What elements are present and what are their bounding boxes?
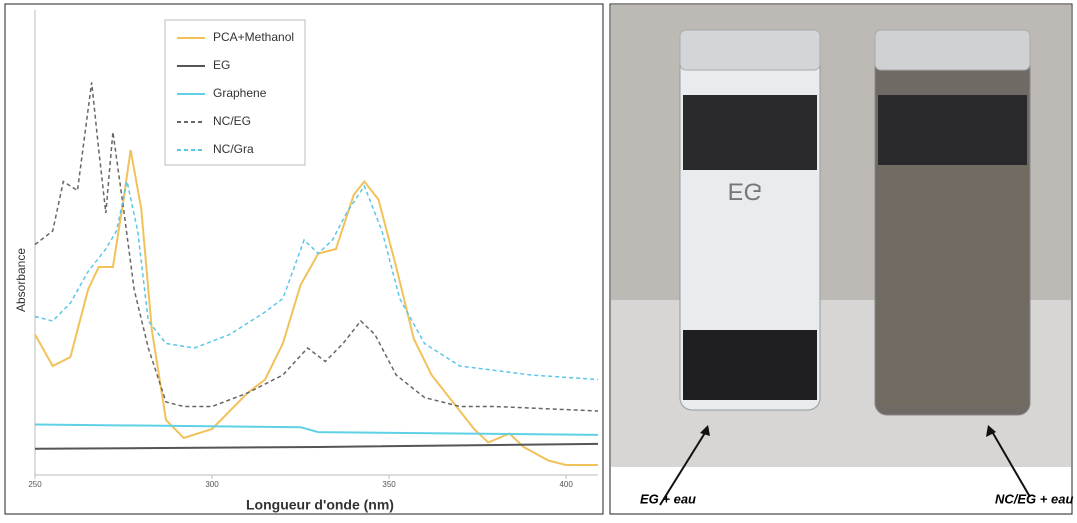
plot: 250 300 350 400 bbox=[28, 10, 599, 489]
jar-left-cap-dark bbox=[683, 95, 817, 170]
x-tick-label: 250 bbox=[28, 480, 42, 489]
photo-label: NC/EG + eau bbox=[995, 491, 1073, 506]
series-line bbox=[34, 442, 599, 450]
legend-label: EG bbox=[213, 58, 230, 72]
jar-left-rim bbox=[679, 29, 821, 71]
jar-text: EG bbox=[728, 178, 763, 205]
legend-label: PCA+Methanol bbox=[213, 30, 294, 44]
photo: EG EG + eau NC/EG + eau bbox=[611, 5, 1073, 506]
arrow-right bbox=[989, 427, 1031, 498]
jar-right-cap-dark bbox=[878, 95, 1027, 165]
legend-label: NC/Gra bbox=[213, 142, 254, 156]
x-axis-label: Longueur d'onde (nm) bbox=[246, 497, 394, 513]
series-line bbox=[34, 149, 598, 466]
legend-box bbox=[164, 19, 306, 166]
arrow-left bbox=[659, 427, 709, 506]
series-line bbox=[34, 181, 599, 381]
jar-right-liquid bbox=[878, 165, 1027, 405]
arrow-left-head bbox=[700, 425, 710, 436]
legend-label: NC/EG bbox=[213, 114, 251, 128]
series-line bbox=[34, 82, 599, 412]
x-tick-label: 300 bbox=[205, 480, 219, 489]
x-tick-label: 350 bbox=[382, 480, 396, 489]
legend: PCA+Methanol EG Graphene NC/EG NC/Gra bbox=[164, 19, 306, 166]
photo-label: EG + eau bbox=[640, 491, 696, 506]
series-line bbox=[34, 423, 599, 436]
y-axis-label: Absorbance bbox=[14, 248, 28, 312]
jar-right-rim bbox=[874, 29, 1031, 71]
arrow-right-head bbox=[986, 425, 996, 437]
jar-left-sediment bbox=[683, 330, 817, 400]
legend-label: Graphene bbox=[213, 86, 267, 100]
x-tick-label: 400 bbox=[559, 480, 573, 489]
